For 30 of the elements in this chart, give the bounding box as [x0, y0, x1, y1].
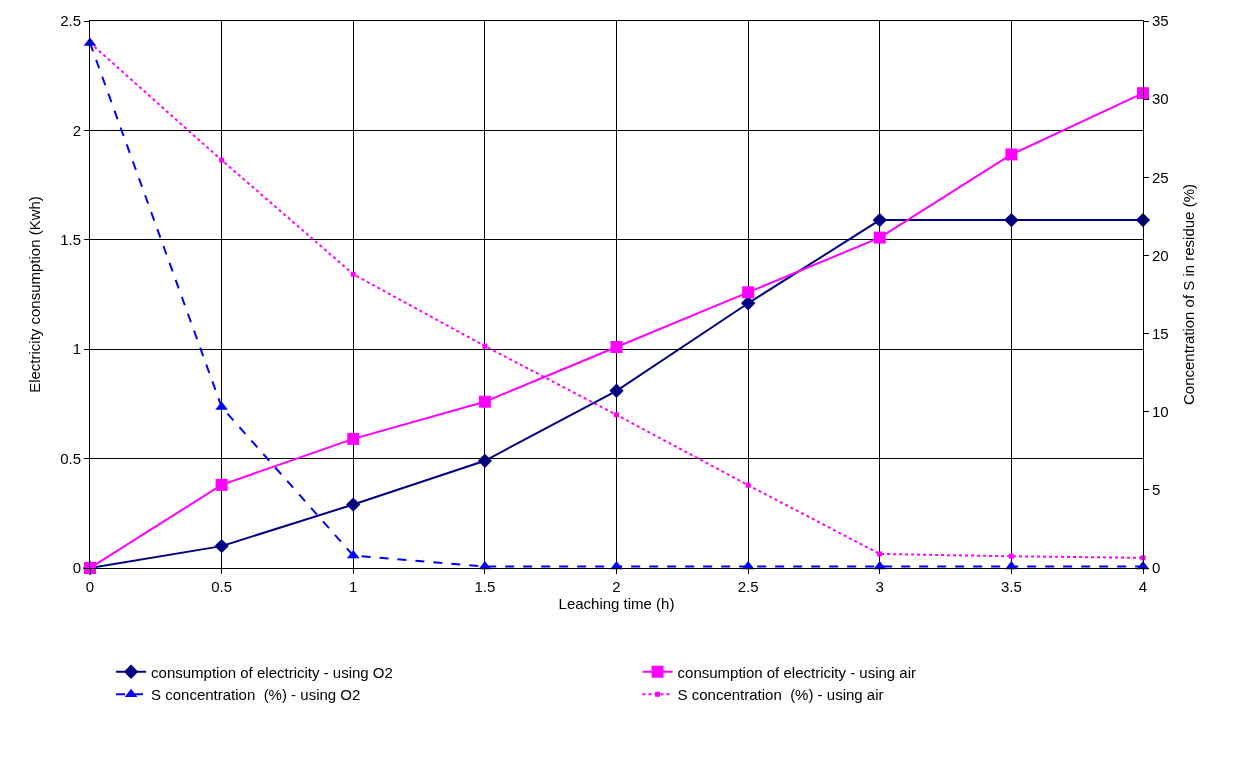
y-tick-label: 2.5: [60, 12, 81, 30]
y2-tick-label: 10: [1152, 402, 1169, 420]
y-axis-title: Electricity consumption (Kwh): [26, 196, 44, 393]
legend-label: S concentration (%) - using air: [677, 686, 884, 704]
y-tick-label: 1.5: [60, 231, 81, 249]
x-tick-label: 2.5: [737, 578, 759, 595]
x-axis-title: Leaching time (h): [558, 595, 675, 612]
legend-label: consumption of electricity - using air: [677, 663, 916, 681]
x-tick-label: 1.5: [474, 578, 496, 595]
y2-tick-label: 20: [1152, 246, 1169, 264]
x-tick-label: 2: [612, 578, 621, 595]
y-tick-label: 0.5: [60, 449, 81, 467]
x-tick-label: 3: [875, 578, 884, 595]
y-tick-label: 1: [72, 340, 81, 358]
x-tick-label: 4: [1138, 578, 1148, 595]
x-tick-label: 3.5: [1000, 578, 1022, 595]
x-tick-label: 1: [349, 578, 358, 595]
y2-tick-label: 25: [1152, 168, 1169, 186]
legend-label: consumption of electricity - using O2: [151, 663, 393, 681]
x-tick-label: 0: [85, 578, 95, 595]
y2-axis-title: Concentration of S in residue (%): [1179, 184, 1197, 405]
y-tick-label: 0: [72, 559, 81, 577]
y2-tick-label: 5: [1152, 481, 1161, 499]
y2-tick-label: 15: [1152, 324, 1169, 342]
x-tick-label: 0.5: [211, 578, 233, 595]
y2-tick-label: 30: [1152, 90, 1169, 108]
y-tick-label: 2: [72, 121, 81, 139]
y2-tick-label: 35: [1152, 12, 1169, 30]
y2-tick-label: 0: [1152, 559, 1161, 577]
legend-label: S concentration (%) - using O2: [151, 686, 361, 704]
